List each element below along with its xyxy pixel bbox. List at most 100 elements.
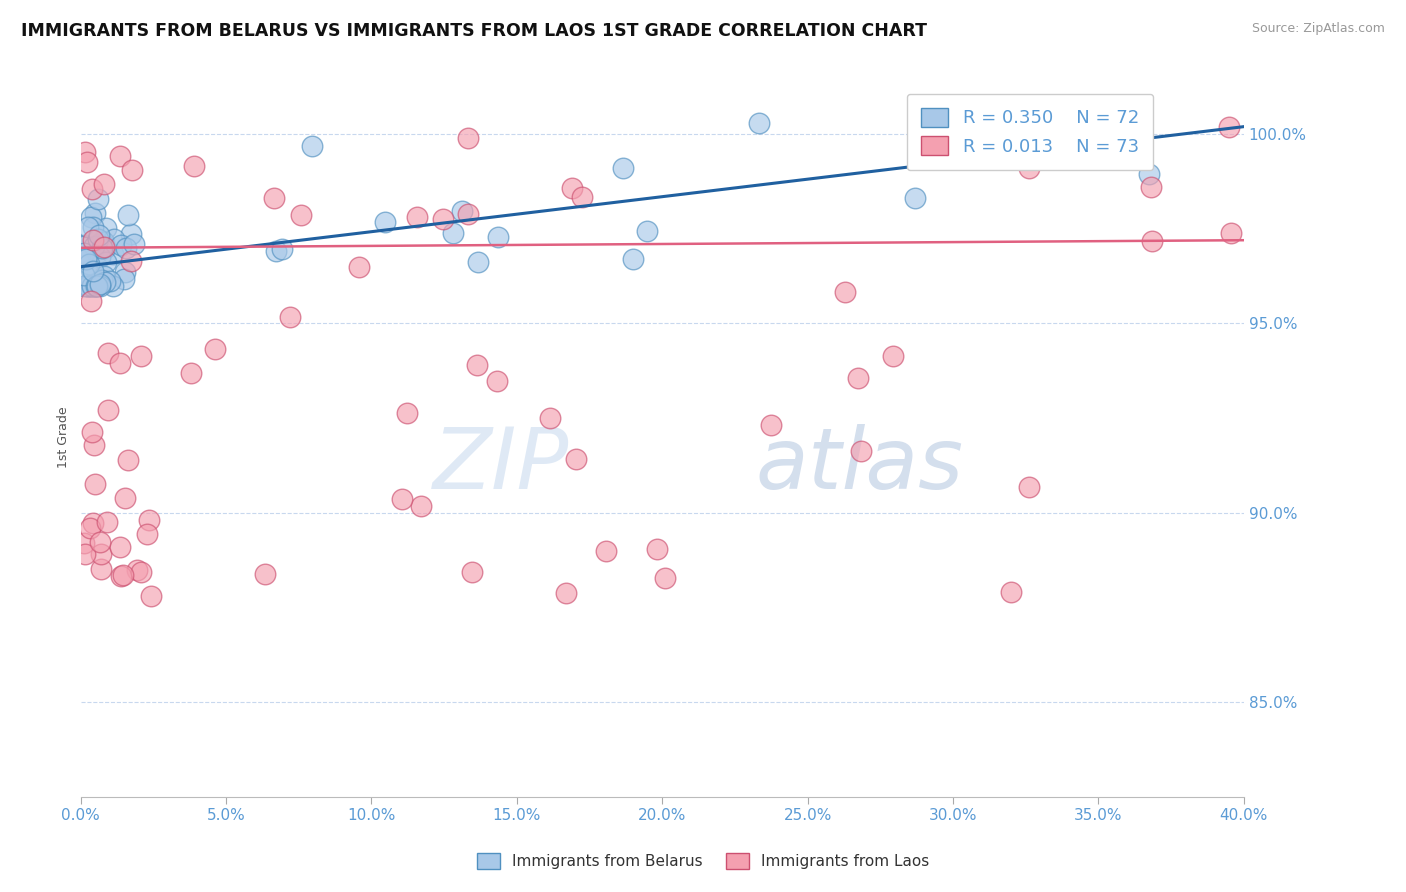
Point: [636, 224, 658, 238]
Point: [612, 161, 634, 175]
Point: [86, 245, 108, 260]
Text: ZIP: ZIP: [433, 425, 569, 508]
Legend: R = 0.350    N = 72, R = 0.013    N = 73: R = 0.350 N = 72, R = 0.013 N = 73: [907, 94, 1153, 170]
Point: [290, 208, 312, 222]
Point: [759, 417, 782, 432]
Point: [80, 278, 103, 293]
Point: [374, 215, 396, 229]
Point: [141, 589, 163, 603]
Point: [124, 236, 146, 251]
Point: [79, 521, 101, 535]
Point: [441, 226, 464, 240]
Point: [91, 273, 114, 287]
Point: [120, 227, 142, 241]
Point: [82, 425, 104, 439]
Point: [115, 241, 138, 255]
Point: [103, 232, 125, 246]
Point: [1018, 161, 1040, 175]
Point: [183, 159, 205, 173]
Point: [391, 491, 413, 506]
Point: [882, 349, 904, 363]
Point: [1116, 141, 1139, 155]
Point: [80, 262, 103, 277]
Point: [101, 247, 124, 261]
Point: [72, 238, 94, 252]
Point: [278, 310, 301, 324]
Point: [647, 541, 669, 556]
Point: [75, 252, 97, 266]
Point: [89, 251, 111, 265]
Point: [89, 534, 111, 549]
Point: [77, 278, 100, 293]
Point: [72, 278, 94, 293]
Point: [621, 252, 644, 266]
Point: [90, 241, 112, 255]
Point: [432, 212, 454, 227]
Point: [72, 536, 94, 550]
Point: [180, 367, 202, 381]
Point: [846, 370, 869, 384]
Point: [77, 278, 100, 293]
Point: [114, 491, 136, 505]
Point: [406, 211, 429, 225]
Point: [90, 547, 112, 561]
Point: [76, 250, 98, 264]
Point: [94, 241, 117, 255]
Point: [411, 500, 433, 514]
Point: [571, 189, 593, 203]
Point: [83, 438, 105, 452]
Point: [83, 239, 105, 253]
Point: [82, 516, 104, 530]
Point: [108, 541, 131, 555]
Point: [82, 220, 104, 235]
Point: [76, 154, 98, 169]
Point: [80, 278, 103, 293]
Point: [271, 242, 294, 256]
Point: [1219, 226, 1241, 240]
Point: [1008, 116, 1031, 130]
Point: [96, 403, 118, 417]
Point: [79, 210, 101, 224]
Point: [108, 356, 131, 370]
Point: [263, 191, 285, 205]
Point: [82, 271, 104, 285]
Point: [89, 227, 111, 242]
Point: [851, 444, 873, 458]
Point: [904, 191, 927, 205]
Point: [96, 515, 118, 529]
Point: [349, 260, 371, 275]
Point: [80, 294, 103, 309]
Point: [76, 219, 98, 234]
Point: [131, 565, 153, 579]
Point: [457, 207, 479, 221]
Point: [834, 285, 856, 299]
Point: [138, 513, 160, 527]
Point: [89, 278, 111, 293]
Point: [93, 177, 115, 191]
Point: [84, 278, 107, 293]
Point: [204, 342, 226, 356]
Point: [538, 410, 561, 425]
Point: [131, 349, 153, 363]
Point: [595, 544, 617, 558]
Point: [112, 272, 135, 286]
Point: [561, 180, 583, 194]
Point: [301, 139, 323, 153]
Point: [254, 567, 277, 582]
Point: [83, 278, 105, 293]
Point: [93, 235, 115, 250]
Point: [1142, 234, 1164, 248]
Point: [86, 278, 108, 293]
Point: [93, 268, 115, 283]
Point: [91, 234, 114, 248]
Point: [117, 452, 139, 467]
Point: [121, 254, 143, 268]
Point: [94, 275, 117, 289]
Point: [1218, 120, 1240, 134]
Point: [76, 278, 98, 293]
Point: [125, 563, 148, 577]
Point: [467, 254, 489, 268]
Point: [1015, 116, 1038, 130]
Point: [94, 254, 117, 268]
Point: [80, 278, 103, 293]
